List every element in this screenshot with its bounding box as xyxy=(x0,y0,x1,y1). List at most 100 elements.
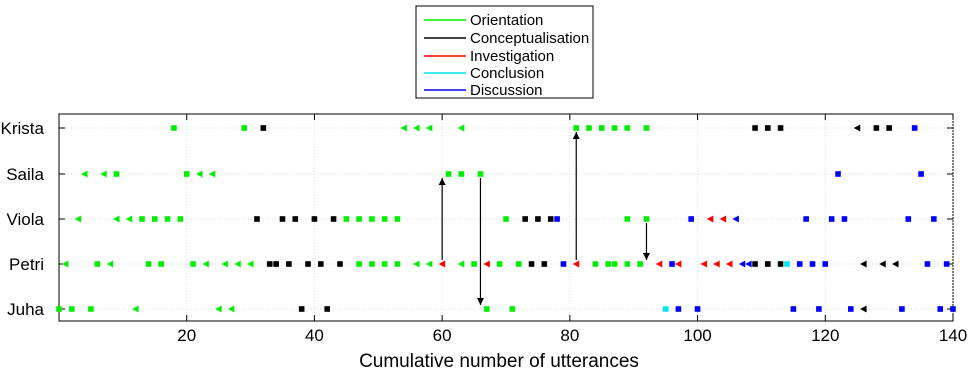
point-discussion xyxy=(848,306,854,312)
point-investigation xyxy=(674,260,682,268)
point-discussion xyxy=(675,306,682,312)
point-orientation xyxy=(477,171,484,177)
point-investigation xyxy=(713,260,720,268)
point-orientation xyxy=(190,261,196,267)
point-orientation xyxy=(208,170,216,178)
point-conceptualisation xyxy=(752,125,758,131)
transition-arrowhead xyxy=(572,132,580,139)
legend-label-conclusion: Conclusion xyxy=(470,65,544,82)
point-orientation xyxy=(445,171,452,177)
point-discussion xyxy=(822,261,829,267)
point-conceptualisation xyxy=(324,306,330,312)
point-conceptualisation xyxy=(879,260,886,268)
point-conceptualisation xyxy=(860,305,867,313)
point-orientation xyxy=(413,260,420,268)
point-orientation xyxy=(624,216,631,222)
x-tick-label: 40 xyxy=(305,326,324,345)
y-tick-label: Viola xyxy=(7,210,45,229)
point-conceptualisation xyxy=(541,261,548,267)
transition-arrowhead xyxy=(476,298,484,305)
point-orientation xyxy=(247,260,254,268)
point-investigation xyxy=(719,215,727,223)
point-orientation xyxy=(586,125,592,131)
point-conceptualisation xyxy=(298,306,305,312)
point-conceptualisation xyxy=(337,261,343,267)
point-orientation xyxy=(61,260,69,268)
point-orientation xyxy=(139,216,145,222)
y-tick-label: Saila xyxy=(6,165,44,184)
point-conceptualisation xyxy=(254,216,260,222)
point-orientation xyxy=(496,261,503,267)
point-conceptualisation xyxy=(292,216,299,222)
point-discussion xyxy=(828,216,835,222)
x-tick-label: 100 xyxy=(683,326,711,345)
point-orientation xyxy=(394,216,401,222)
point-discussion xyxy=(816,306,822,312)
x-tick-label: 60 xyxy=(433,326,452,345)
point-discussion xyxy=(931,216,937,222)
point-conceptualisation xyxy=(752,261,758,267)
point-discussion xyxy=(560,261,567,267)
point-conceptualisation xyxy=(279,216,286,222)
arrows xyxy=(438,132,650,305)
point-orientation xyxy=(74,215,82,223)
point-conclusion xyxy=(662,306,669,312)
point-orientation xyxy=(413,124,420,132)
point-orientation xyxy=(356,216,362,222)
point-investigation xyxy=(483,260,490,268)
point-conceptualisation xyxy=(318,261,324,267)
point-orientation xyxy=(611,125,618,131)
legend: Orientation Conceptualisation Investigat… xyxy=(415,5,594,99)
point-conceptualisation xyxy=(286,261,292,267)
point-investigation xyxy=(700,260,707,268)
point-conceptualisation xyxy=(273,261,279,267)
x-axis-title: Cumulative number of utterances xyxy=(359,351,639,372)
point-discussion xyxy=(918,171,924,177)
point-conceptualisation xyxy=(311,216,318,222)
point-orientation xyxy=(643,125,650,131)
point-discussion xyxy=(924,261,931,267)
point-discussion xyxy=(669,261,675,267)
legend-label-investigation: Investigation xyxy=(470,48,554,65)
point-conceptualisation xyxy=(853,124,861,132)
point-orientation xyxy=(637,261,643,267)
point-orientation xyxy=(509,306,516,312)
point-conceptualisation xyxy=(886,125,892,131)
x-tick-label: 80 xyxy=(560,326,579,345)
point-conceptualisation xyxy=(260,125,267,131)
point-discussion xyxy=(803,216,809,222)
point-orientation xyxy=(183,171,190,177)
point-conclusion xyxy=(784,261,790,267)
legend-label-discussion: Discussion xyxy=(470,82,543,99)
point-orientation xyxy=(573,125,580,131)
point-orientation xyxy=(177,216,184,222)
point-orientation xyxy=(215,305,222,313)
point-discussion xyxy=(841,216,848,222)
point-discussion xyxy=(688,216,694,222)
point-orientation xyxy=(471,261,477,267)
point-discussion xyxy=(796,261,803,267)
point-orientation xyxy=(643,216,650,222)
point-orientation xyxy=(56,306,62,312)
point-orientation xyxy=(234,260,241,268)
point-orientation xyxy=(515,261,522,267)
x-tick-label: 120 xyxy=(811,326,839,345)
point-orientation xyxy=(381,216,388,222)
point-discussion xyxy=(809,261,816,267)
transition-arrowhead xyxy=(438,178,446,185)
point-discussion xyxy=(937,306,944,312)
point-discussion xyxy=(899,306,905,312)
point-discussion xyxy=(943,261,950,267)
point-orientation xyxy=(356,261,362,267)
point-discussion xyxy=(911,125,918,131)
point-orientation xyxy=(605,261,611,267)
point-orientation xyxy=(195,170,203,178)
y-tick-label: Petri xyxy=(9,255,44,274)
point-conceptualisation xyxy=(777,125,784,131)
point-discussion xyxy=(732,215,739,223)
point-orientation xyxy=(94,261,101,267)
point-orientation xyxy=(158,261,164,267)
point-orientation xyxy=(381,261,388,267)
point-orientation xyxy=(369,261,375,267)
point-discussion xyxy=(694,306,701,312)
